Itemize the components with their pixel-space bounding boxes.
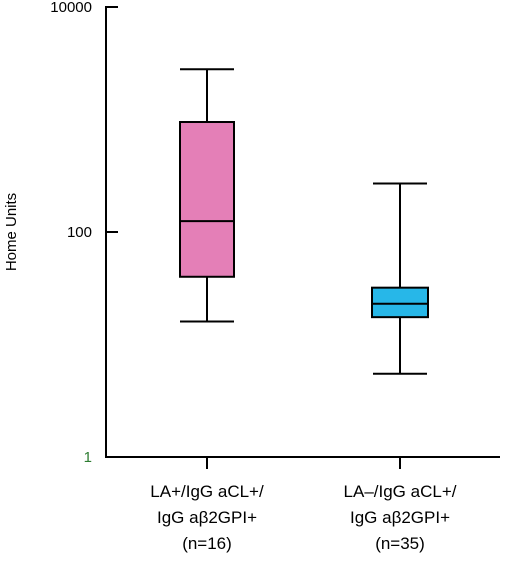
y-tick-label: 100 bbox=[67, 224, 92, 241]
x-category-label-line: LA–/IgG aCL+/ bbox=[344, 482, 457, 501]
y-axis-title: Home Units bbox=[3, 193, 20, 271]
x-category-label-line: IgG aβ2GPI+ bbox=[350, 508, 450, 527]
y-tick-label: 1 bbox=[84, 449, 92, 466]
box-group bbox=[371, 182, 429, 375]
iqr-box bbox=[179, 121, 235, 278]
x-category-label: LA–/IgG aCL+/ IgG aβ2GPI+ (n=35) bbox=[344, 482, 457, 553]
box-group bbox=[179, 68, 235, 323]
iqr-box bbox=[371, 286, 429, 319]
x-category-label-line: (n=16) bbox=[182, 534, 232, 553]
x-category-label: LA+/IgG aCL+/ IgG aβ2GPI+ (n=16) bbox=[150, 482, 264, 553]
x-category-label-line: (n=35) bbox=[375, 534, 425, 553]
x-labels: LA+/IgG aCL+/ IgG aβ2GPI+ (n=16) LA–/IgG aC… bbox=[150, 457, 457, 553]
boxes bbox=[179, 68, 429, 375]
x-category-label-line: IgG aβ2GPI+ bbox=[157, 508, 257, 527]
axes bbox=[105, 6, 500, 458]
x-category-label-line: LA+/IgG aCL+/ bbox=[150, 482, 264, 501]
y-ticks: 10000 100 1 bbox=[50, 0, 118, 466]
y-tick-label: 10000 bbox=[50, 0, 92, 16]
